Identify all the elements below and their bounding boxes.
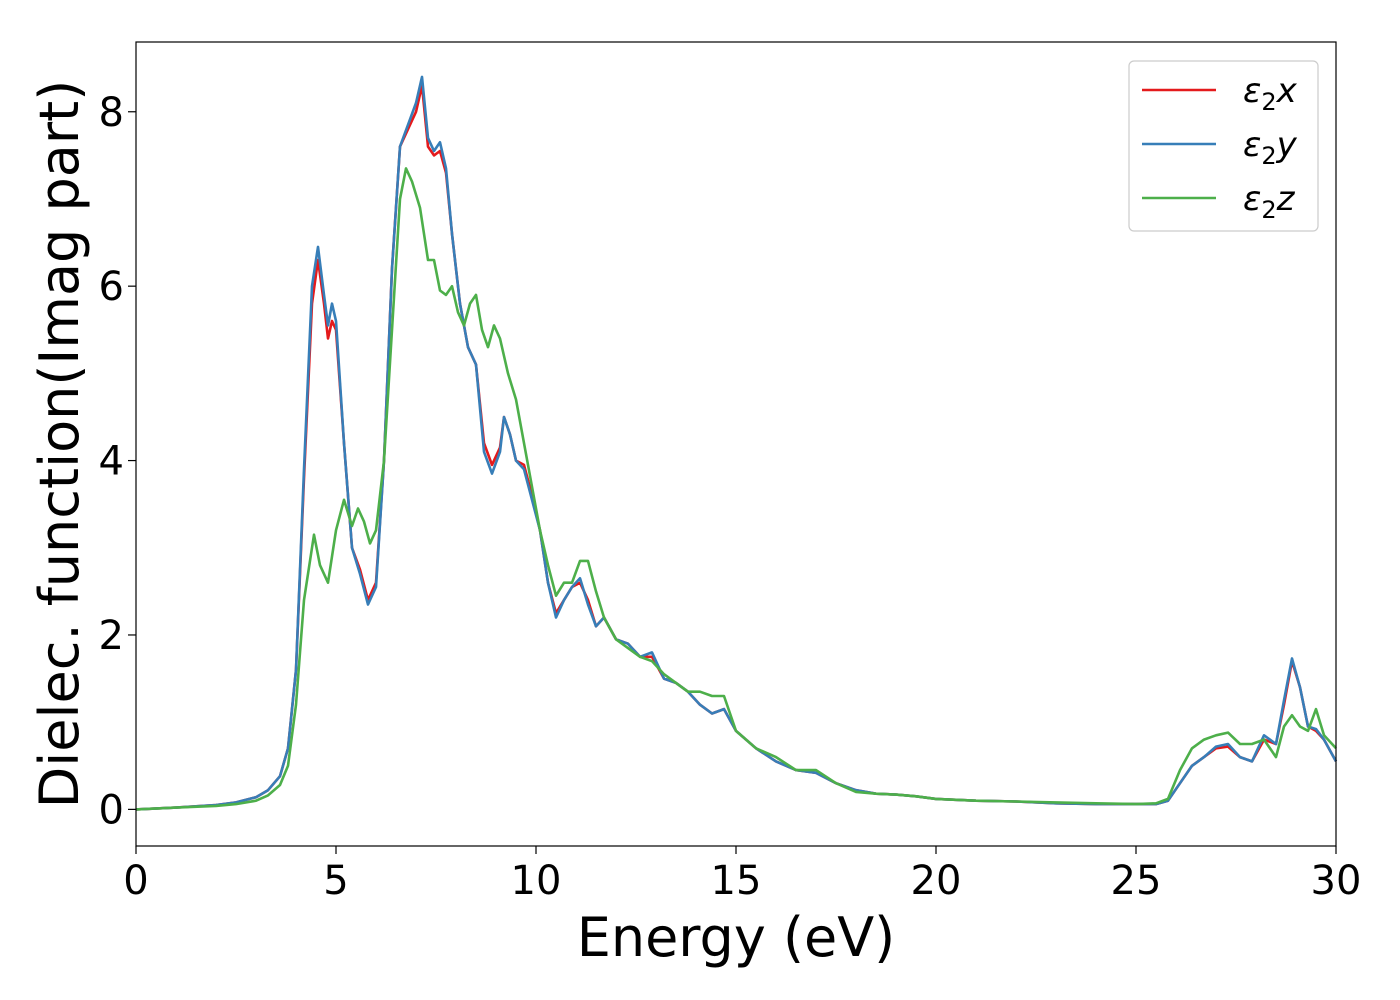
legend-label-z: ε2z [1243,179,1296,224]
x-tick-label: 30 [1311,858,1362,904]
y-tick-label: 4 [99,439,124,485]
series-layer [135,75,1338,811]
x-tick-label: 25 [1111,858,1162,904]
legend-box [1128,60,1319,232]
x-axis-label: Energy (eV) [577,906,896,969]
series-line-z [135,167,1337,811]
x-tick-label: 10 [511,858,562,904]
series-line-y [135,75,1338,811]
x-axis: 0 5 10 15 20 25 30 [123,846,1361,904]
x-tick-label: 5 [323,858,348,904]
x-tick-label: 0 [123,858,148,904]
y-tick-label: 2 [99,613,124,659]
y-tick-label: 6 [99,264,124,310]
legend-label-x: ε2x [1243,71,1298,116]
x-tick-label: 20 [911,858,962,904]
y-axis-label: Dielec. function(Imag part) [28,80,91,809]
x-tick-label: 15 [711,858,762,904]
y-axis: 0 2 4 6 8 [99,90,136,833]
y-tick-label: 8 [99,90,124,136]
y-tick-label: 0 [99,787,124,833]
legend: ε2x ε2y ε2z [1128,60,1319,232]
legend-label-y: ε2y [1243,125,1298,170]
